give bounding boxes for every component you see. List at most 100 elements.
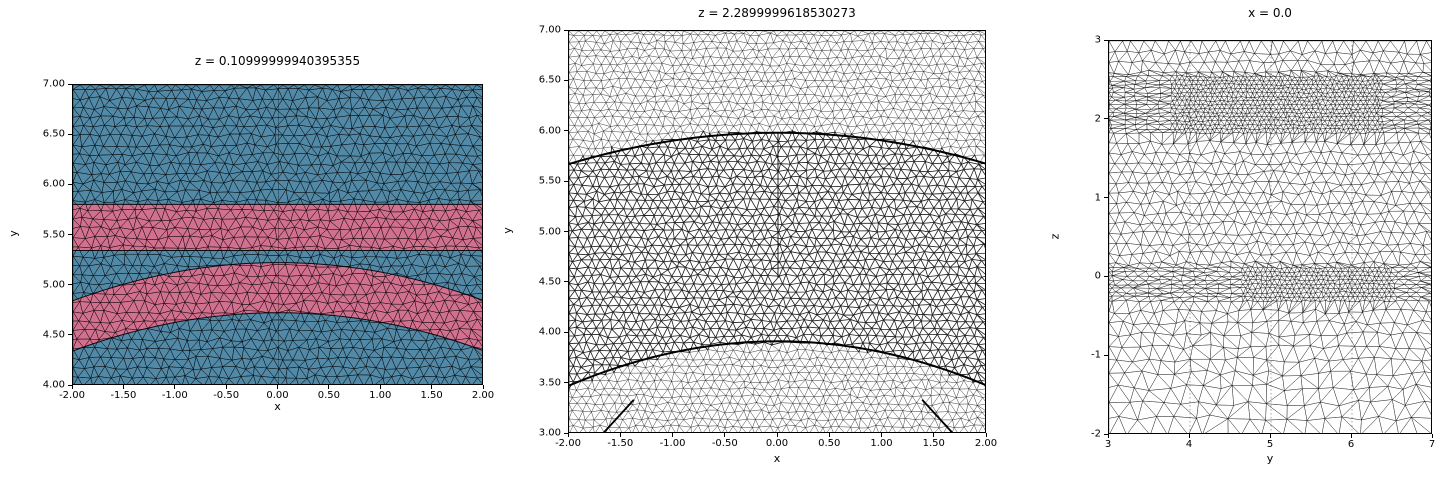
x-tick-mark bbox=[776, 433, 778, 437]
y-tick-label: 7.00 bbox=[538, 24, 561, 36]
plot3-mesh-canvas bbox=[1109, 41, 1431, 433]
x-tick-mark bbox=[1269, 434, 1271, 438]
y-tick-label: 3.50 bbox=[538, 377, 561, 389]
plot3-axes-frame bbox=[1108, 40, 1432, 434]
plot1-mesh-canvas bbox=[73, 85, 482, 384]
x-tick-label: -1.50 bbox=[607, 438, 634, 449]
y-tick-label: 4.50 bbox=[42, 329, 65, 341]
plot3-title: x = 0.0 bbox=[1248, 6, 1292, 20]
x-tick-label: 2.00 bbox=[974, 438, 998, 449]
y-tick-mark bbox=[1104, 354, 1108, 356]
y-tick-label: 4.00 bbox=[538, 326, 561, 338]
y-tick-mark bbox=[564, 382, 568, 384]
x-tick-mark bbox=[1107, 434, 1109, 438]
x-tick-label: -2.00 bbox=[59, 390, 85, 401]
x-tick-mark bbox=[724, 433, 726, 437]
y-tick-mark bbox=[564, 432, 568, 434]
y-tick-mark bbox=[1104, 118, 1108, 120]
y-tick-mark bbox=[1104, 39, 1108, 41]
y-tick-mark bbox=[68, 83, 72, 85]
y-tick-mark bbox=[564, 29, 568, 31]
x-tick-mark bbox=[828, 433, 830, 437]
x-tick-label: 3 bbox=[1104, 439, 1112, 450]
x-tick-label: 1.50 bbox=[420, 390, 443, 401]
x-tick-mark bbox=[619, 433, 621, 437]
y-tick-mark bbox=[564, 180, 568, 182]
plot1-y-axis-label: y bbox=[6, 230, 20, 237]
y-tick-label: 5.00 bbox=[42, 279, 65, 291]
y-tick-mark bbox=[68, 334, 72, 336]
x-tick-label: 2.00 bbox=[471, 390, 495, 401]
x-tick-label: 6 bbox=[1347, 439, 1355, 450]
x-tick-label: -1.00 bbox=[161, 390, 188, 401]
y-tick-mark bbox=[68, 234, 72, 235]
x-tick-label: 1.50 bbox=[922, 438, 945, 449]
x-tick-label: 5 bbox=[1266, 439, 1274, 450]
y-tick-label: 6.50 bbox=[42, 128, 65, 140]
x-tick-mark bbox=[672, 433, 673, 437]
x-tick-label: -1.00 bbox=[659, 438, 686, 449]
plot3-y-axis-label: z bbox=[1048, 233, 1062, 240]
y-tick-label: 3 bbox=[1094, 34, 1101, 46]
x-tick-label: 0.00 bbox=[266, 390, 289, 401]
x-tick-mark bbox=[881, 433, 882, 437]
y-tick-mark bbox=[1104, 275, 1108, 277]
y-tick-mark bbox=[564, 231, 568, 232]
y-tick-label: -1 bbox=[1091, 349, 1101, 361]
y-tick-mark bbox=[564, 79, 568, 81]
x-tick-label: 4 bbox=[1185, 439, 1193, 450]
x-tick-label: 0.50 bbox=[317, 390, 341, 401]
y-tick-mark bbox=[564, 331, 568, 333]
plot1-title: z = 0.10999999940395355 bbox=[194, 54, 361, 68]
x-tick-mark bbox=[1188, 434, 1190, 438]
x-tick-mark bbox=[933, 433, 935, 437]
x-tick-label: -0.50 bbox=[213, 390, 240, 401]
x-tick-label: -2.00 bbox=[555, 438, 581, 449]
x-tick-mark bbox=[328, 385, 330, 389]
x-tick-label: 1.00 bbox=[870, 438, 893, 449]
y-tick-label: 4.50 bbox=[538, 276, 561, 288]
x-tick-mark bbox=[567, 433, 569, 437]
x-tick-mark bbox=[985, 433, 987, 437]
y-tick-mark bbox=[564, 130, 568, 132]
y-tick-mark bbox=[1104, 197, 1108, 199]
y-tick-label: 5.50 bbox=[42, 229, 65, 240]
x-tick-label: 7 bbox=[1428, 439, 1436, 450]
plot2-title: z = 2.2899999618530273 bbox=[698, 6, 856, 20]
y-tick-label: -2 bbox=[1091, 428, 1101, 440]
x-tick-label: 1.00 bbox=[369, 390, 392, 401]
y-tick-label: 1 bbox=[1094, 192, 1101, 204]
x-tick-mark bbox=[431, 385, 433, 389]
plot1-axes-frame bbox=[72, 84, 483, 385]
y-tick-mark bbox=[68, 384, 72, 386]
plot2-x-axis-label: x bbox=[773, 452, 781, 465]
x-tick-mark bbox=[482, 385, 484, 389]
y-tick-label: 2 bbox=[1094, 113, 1101, 125]
y-tick-mark bbox=[564, 281, 568, 283]
x-tick-label: -1.50 bbox=[110, 390, 137, 401]
y-tick-label: 7.00 bbox=[42, 78, 65, 90]
x-tick-label: 0.00 bbox=[765, 438, 789, 449]
plot3-x-axis-label: y bbox=[1266, 452, 1274, 465]
y-tick-label: 4.00 bbox=[42, 379, 65, 391]
y-tick-mark bbox=[68, 133, 72, 135]
y-tick-label: 5.50 bbox=[538, 175, 561, 187]
x-tick-mark bbox=[1431, 434, 1433, 438]
x-tick-mark bbox=[71, 385, 73, 389]
y-tick-label: 0 bbox=[1094, 270, 1101, 282]
x-tick-mark bbox=[277, 385, 278, 389]
plot1-x-axis-label: x bbox=[274, 400, 281, 413]
x-tick-label: -0.50 bbox=[711, 438, 738, 449]
y-tick-label: 5.00 bbox=[538, 226, 561, 237]
plot2-mesh-canvas bbox=[569, 31, 985, 432]
y-tick-mark bbox=[68, 284, 72, 286]
x-tick-mark bbox=[174, 385, 176, 389]
y-tick-label: 6.00 bbox=[538, 125, 561, 137]
x-tick-mark bbox=[1350, 434, 1352, 438]
x-tick-mark bbox=[122, 385, 124, 389]
y-tick-label: 3.00 bbox=[538, 427, 561, 439]
y-tick-mark bbox=[68, 183, 72, 185]
y-tick-mark bbox=[1104, 433, 1108, 435]
plot2-axes-frame bbox=[568, 30, 986, 433]
